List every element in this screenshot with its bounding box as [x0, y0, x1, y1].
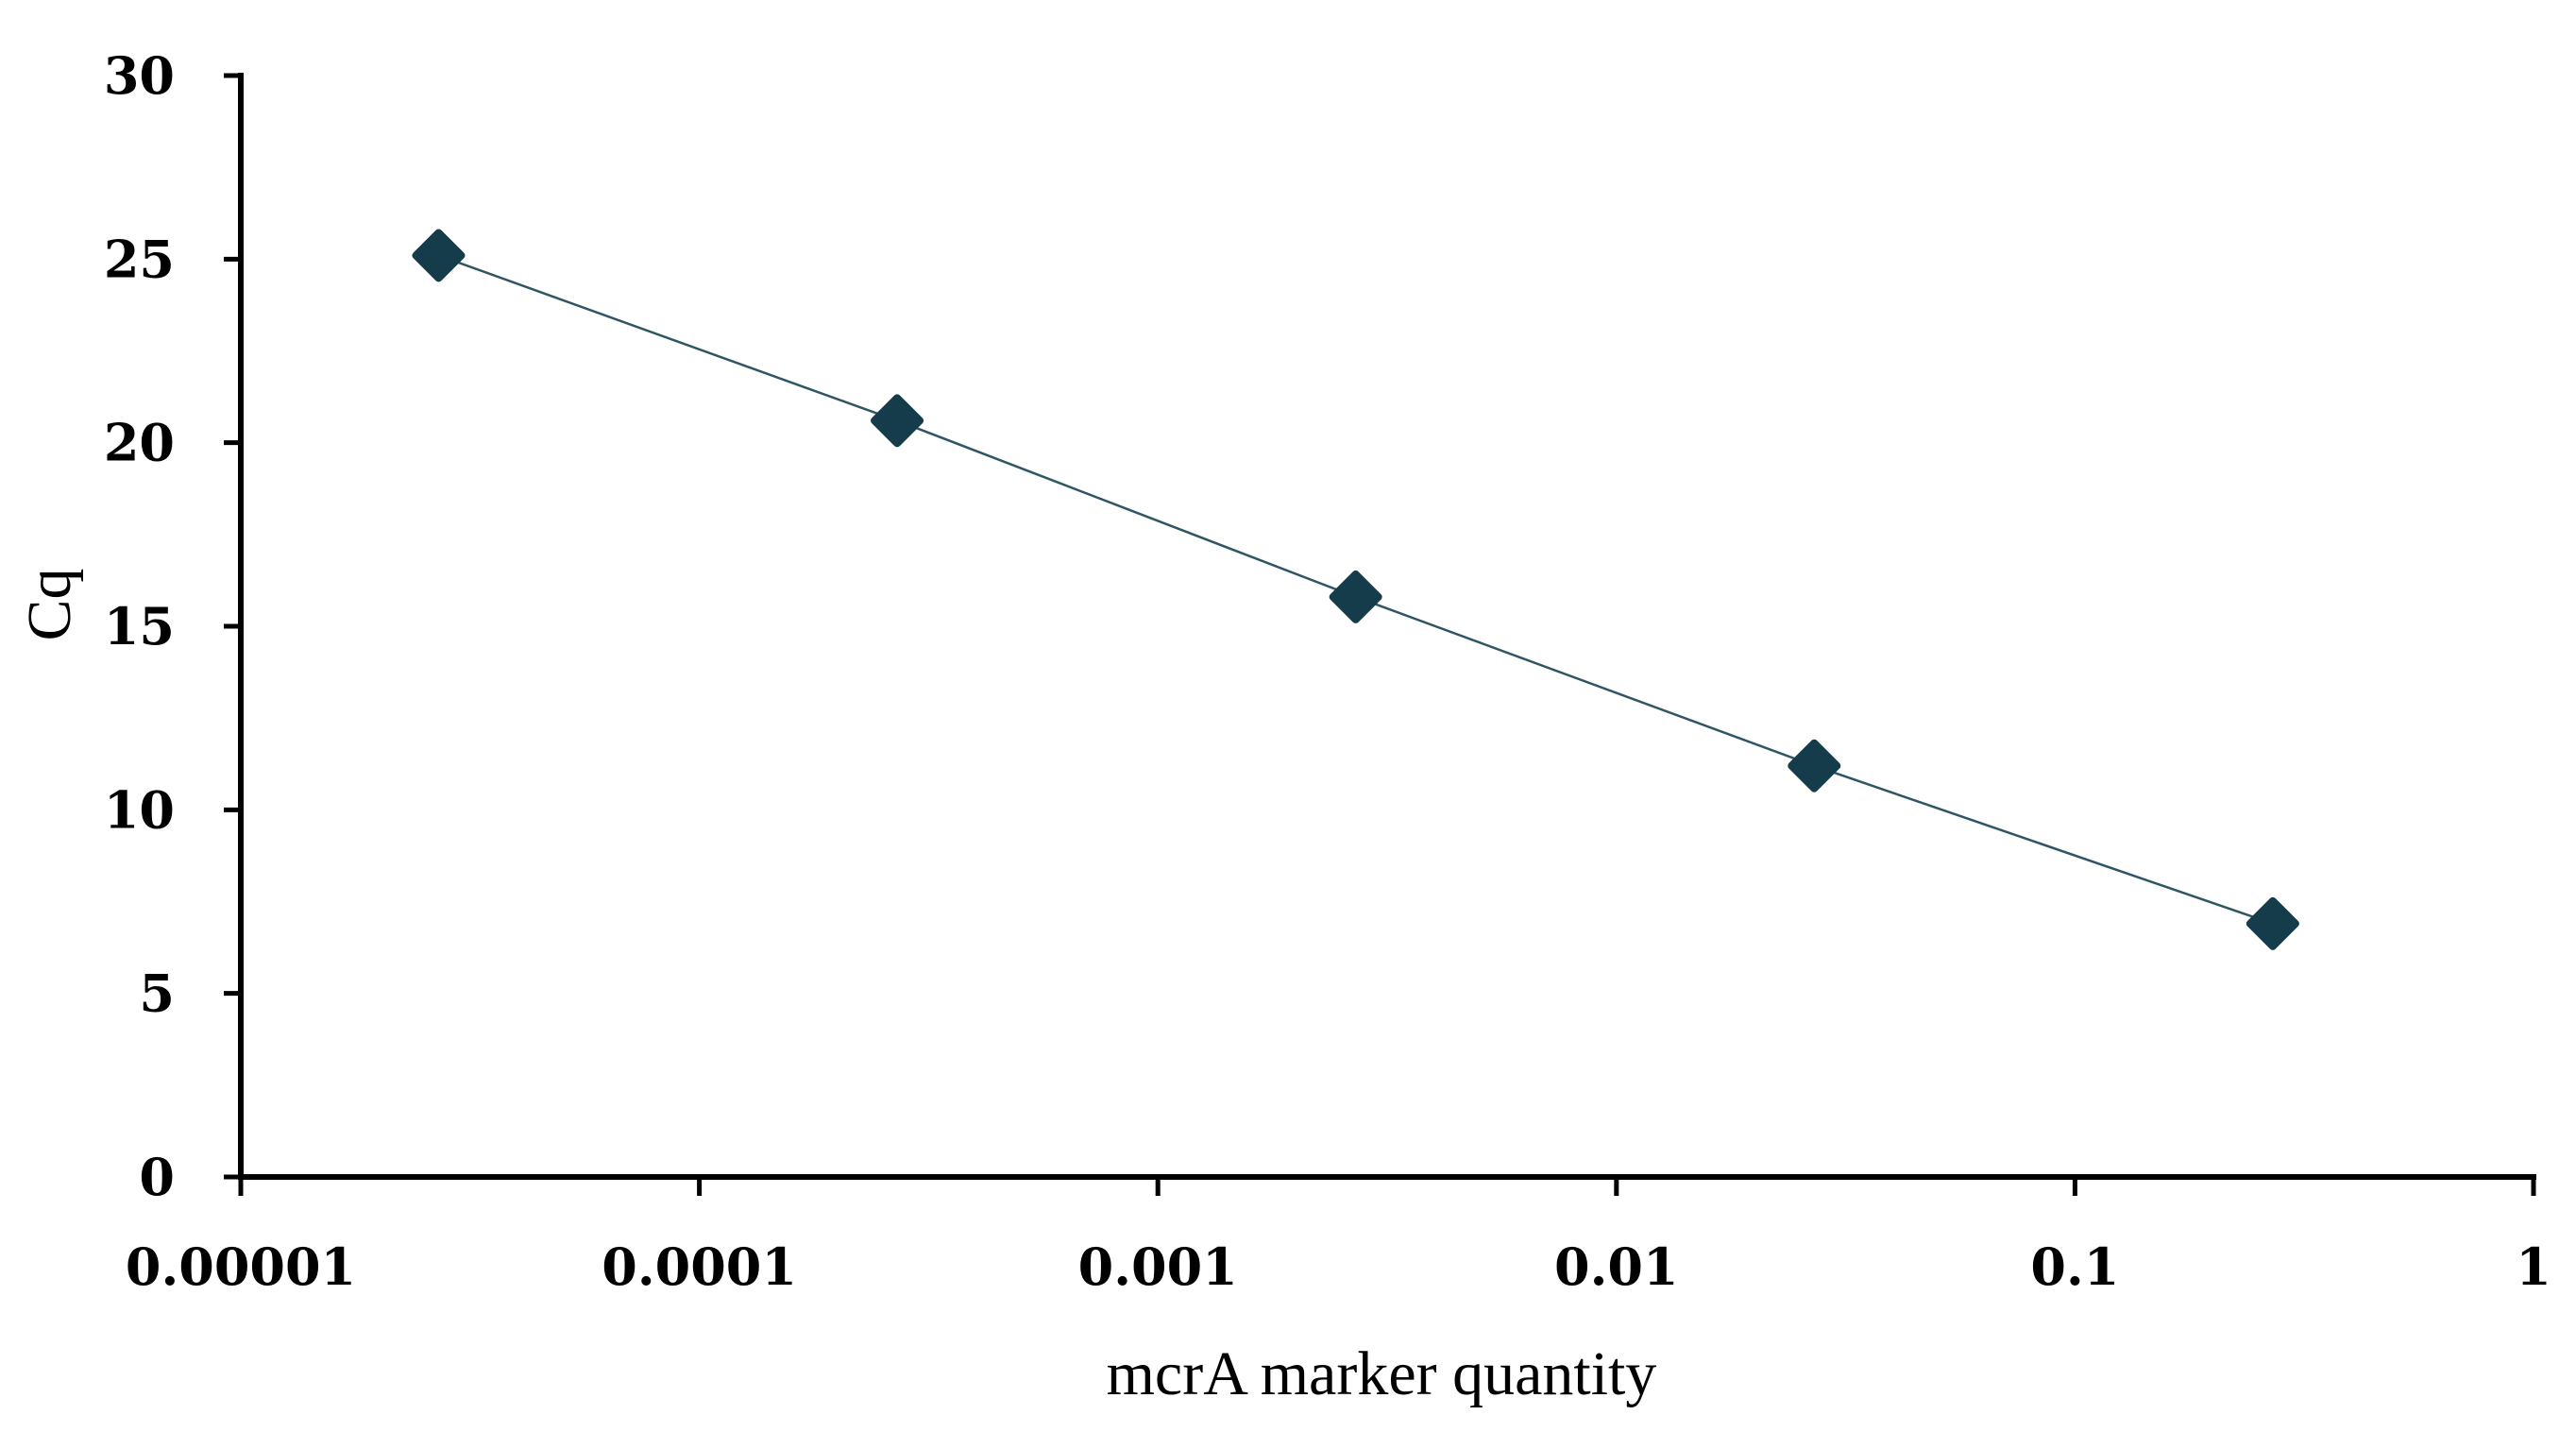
data-point-3 [1788, 739, 1841, 793]
y-tick-label-25: 25 [104, 229, 175, 289]
y-axis-title: Cq [15, 568, 84, 640]
data-point-1 [871, 394, 924, 448]
y-tick-label-15: 15 [104, 596, 175, 656]
y-tick-label-30: 30 [104, 45, 175, 106]
x-axis-title: mcrA marker quantity [1107, 1339, 1657, 1408]
y-tick-label-0: 0 [139, 1147, 175, 1207]
x-tick-label-0: 0.00001 [126, 1236, 356, 1297]
x-tick-label-4: 0.1 [2030, 1236, 2119, 1297]
x-tick-label-1: 0.0001 [602, 1236, 797, 1297]
x-tick-label-2: 0.001 [1078, 1236, 1238, 1297]
y-tick-label-10: 10 [104, 779, 175, 840]
data-point-2 [1329, 570, 1382, 623]
x-tick-label-5: 1 [2516, 1236, 2551, 1297]
plot-area: 0 5 10 15 20 25 30 0.00001 0.0001 0.001 0.01 0.1 1 [104, 45, 2551, 1297]
data-point-4 [2246, 896, 2299, 950]
y-tick-label-20: 20 [104, 413, 175, 473]
x-tick-label-3: 0.01 [1554, 1236, 1679, 1297]
data-point-0 [412, 229, 466, 282]
y-tick-label-5: 5 [139, 963, 175, 1024]
